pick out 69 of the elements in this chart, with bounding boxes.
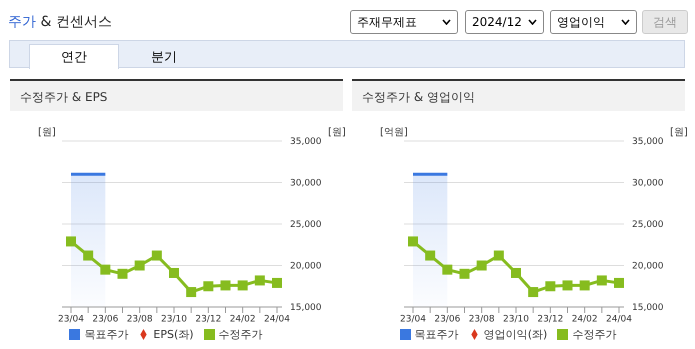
point — [152, 250, 162, 261]
legend-label: EPS(좌) — [153, 328, 194, 341]
x-tick-label: 23/08 — [126, 314, 153, 324]
chart-title: 수정주가 & EPS — [10, 79, 343, 111]
x-tick-label: 23/12 — [537, 314, 564, 324]
y2-tick-label: 15,000 — [632, 303, 664, 314]
point — [511, 268, 521, 278]
x-tick-label: 23/08 — [468, 314, 495, 324]
x-tick-label: 23/04 — [400, 314, 426, 324]
x-tick-label: 24/02 — [572, 314, 598, 324]
point — [562, 280, 572, 290]
legend-label: 목표주가 — [414, 328, 459, 341]
point — [186, 287, 196, 298]
legend-label: 영업이익(좌) — [484, 328, 548, 341]
point — [238, 280, 248, 290]
point — [272, 278, 282, 288]
text: 연간 — [29, 44, 119, 69]
point — [580, 280, 590, 290]
point — [596, 275, 607, 286]
text: 2024/12 — [472, 15, 522, 29]
y2-tick-label: 20,000 — [290, 262, 322, 272]
y2-tick-label: 15,000 — [290, 303, 322, 314]
y-axis-title: [억원] — [380, 126, 408, 139]
y2-tick-label: 30,000 — [290, 178, 322, 189]
x-tick-label: 24/02 — [230, 314, 256, 324]
y2-tick-label: 25,000 — [632, 220, 664, 230]
point — [100, 264, 110, 275]
text: 분기 — [150, 48, 178, 66]
x-tick-label: 23/04 — [58, 314, 84, 324]
x-tick-label: 23/10 — [161, 314, 188, 324]
x-tick-label: 24/04 — [264, 314, 290, 324]
y2-tick-label: 30,000 — [632, 178, 664, 189]
point — [460, 268, 470, 279]
x-tick-label: 23/06 — [434, 314, 461, 324]
chart-title: 수정주가 & 영업이익 — [352, 79, 685, 111]
point — [494, 250, 504, 261]
legend-label: 목표주가 — [84, 328, 128, 341]
point — [169, 268, 179, 278]
point — [442, 264, 452, 275]
point — [66, 236, 76, 246]
legend-label: 수정주가 — [218, 328, 263, 341]
point — [614, 278, 624, 288]
legend-label: 수정주가 — [572, 328, 616, 341]
y2-tick-label: 35,000 — [632, 137, 664, 148]
y2-tick-label: 35,000 — [290, 137, 322, 148]
x-tick-label: 23/06 — [92, 314, 119, 324]
x-tick-label: 24/04 — [606, 314, 632, 324]
text: 주가 & 컨센서스 — [8, 13, 112, 31]
point — [408, 236, 418, 246]
y2-tick-label: 20,000 — [632, 262, 664, 272]
text: 영업이익 — [557, 14, 605, 30]
text: 주재무제표 — [357, 14, 417, 30]
point — [545, 281, 556, 292]
point — [203, 281, 214, 292]
y2-axis-title: [원] — [670, 126, 688, 139]
point — [528, 287, 538, 298]
point — [220, 280, 230, 290]
point — [476, 260, 487, 270]
x-tick-label: 23/10 — [503, 314, 530, 324]
y-axis-title: [원] — [38, 126, 56, 139]
y2-tick-label: 25,000 — [290, 220, 322, 230]
x-tick-label: 23/12 — [195, 314, 222, 324]
y2-axis-title: [원] — [328, 126, 346, 139]
point — [134, 260, 145, 270]
point — [254, 275, 265, 286]
point — [83, 250, 94, 261]
point — [118, 268, 128, 279]
text: 검색 — [642, 10, 688, 34]
point — [425, 250, 436, 261]
